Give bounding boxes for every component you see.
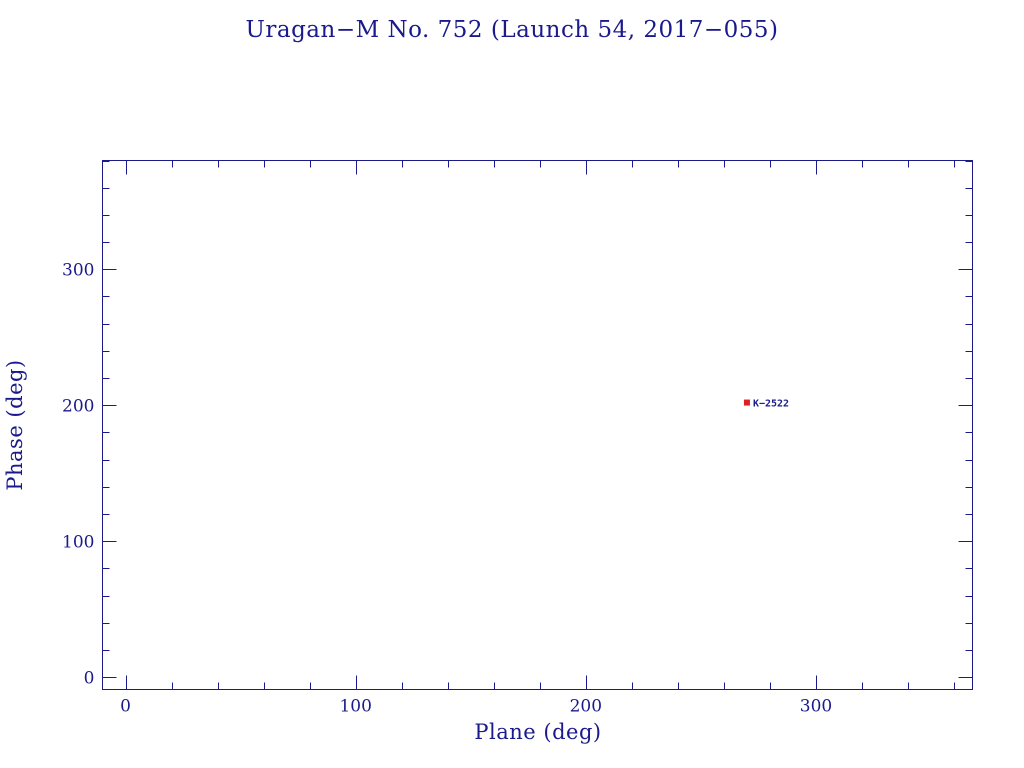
y-tick-label: 200 xyxy=(62,396,94,416)
x-tick-label: 100 xyxy=(339,697,371,717)
data-points: K−2522 xyxy=(743,399,789,410)
data-point-label: K−2522 xyxy=(753,399,789,410)
data-point-marker xyxy=(743,399,750,406)
y-tick-label: 100 xyxy=(62,532,94,552)
y-axis-label: Phase (deg) xyxy=(3,359,27,490)
tick-labels: 0 100 200 300 0 100 200 300 xyxy=(62,260,832,716)
y-tick-label: 300 xyxy=(62,260,94,280)
plot-frame xyxy=(102,160,973,690)
axis-ticks xyxy=(102,160,973,690)
x-tick-label: 200 xyxy=(570,697,602,717)
y-tick-label: 0 xyxy=(84,668,95,688)
x-axis-label: Plane (deg) xyxy=(474,720,601,744)
chart-title: Uragan−M No. 752 (Launch 54, 2017−055) xyxy=(245,17,778,43)
x-tick-label: 300 xyxy=(800,697,832,717)
x-tick-label: 0 xyxy=(120,697,131,717)
